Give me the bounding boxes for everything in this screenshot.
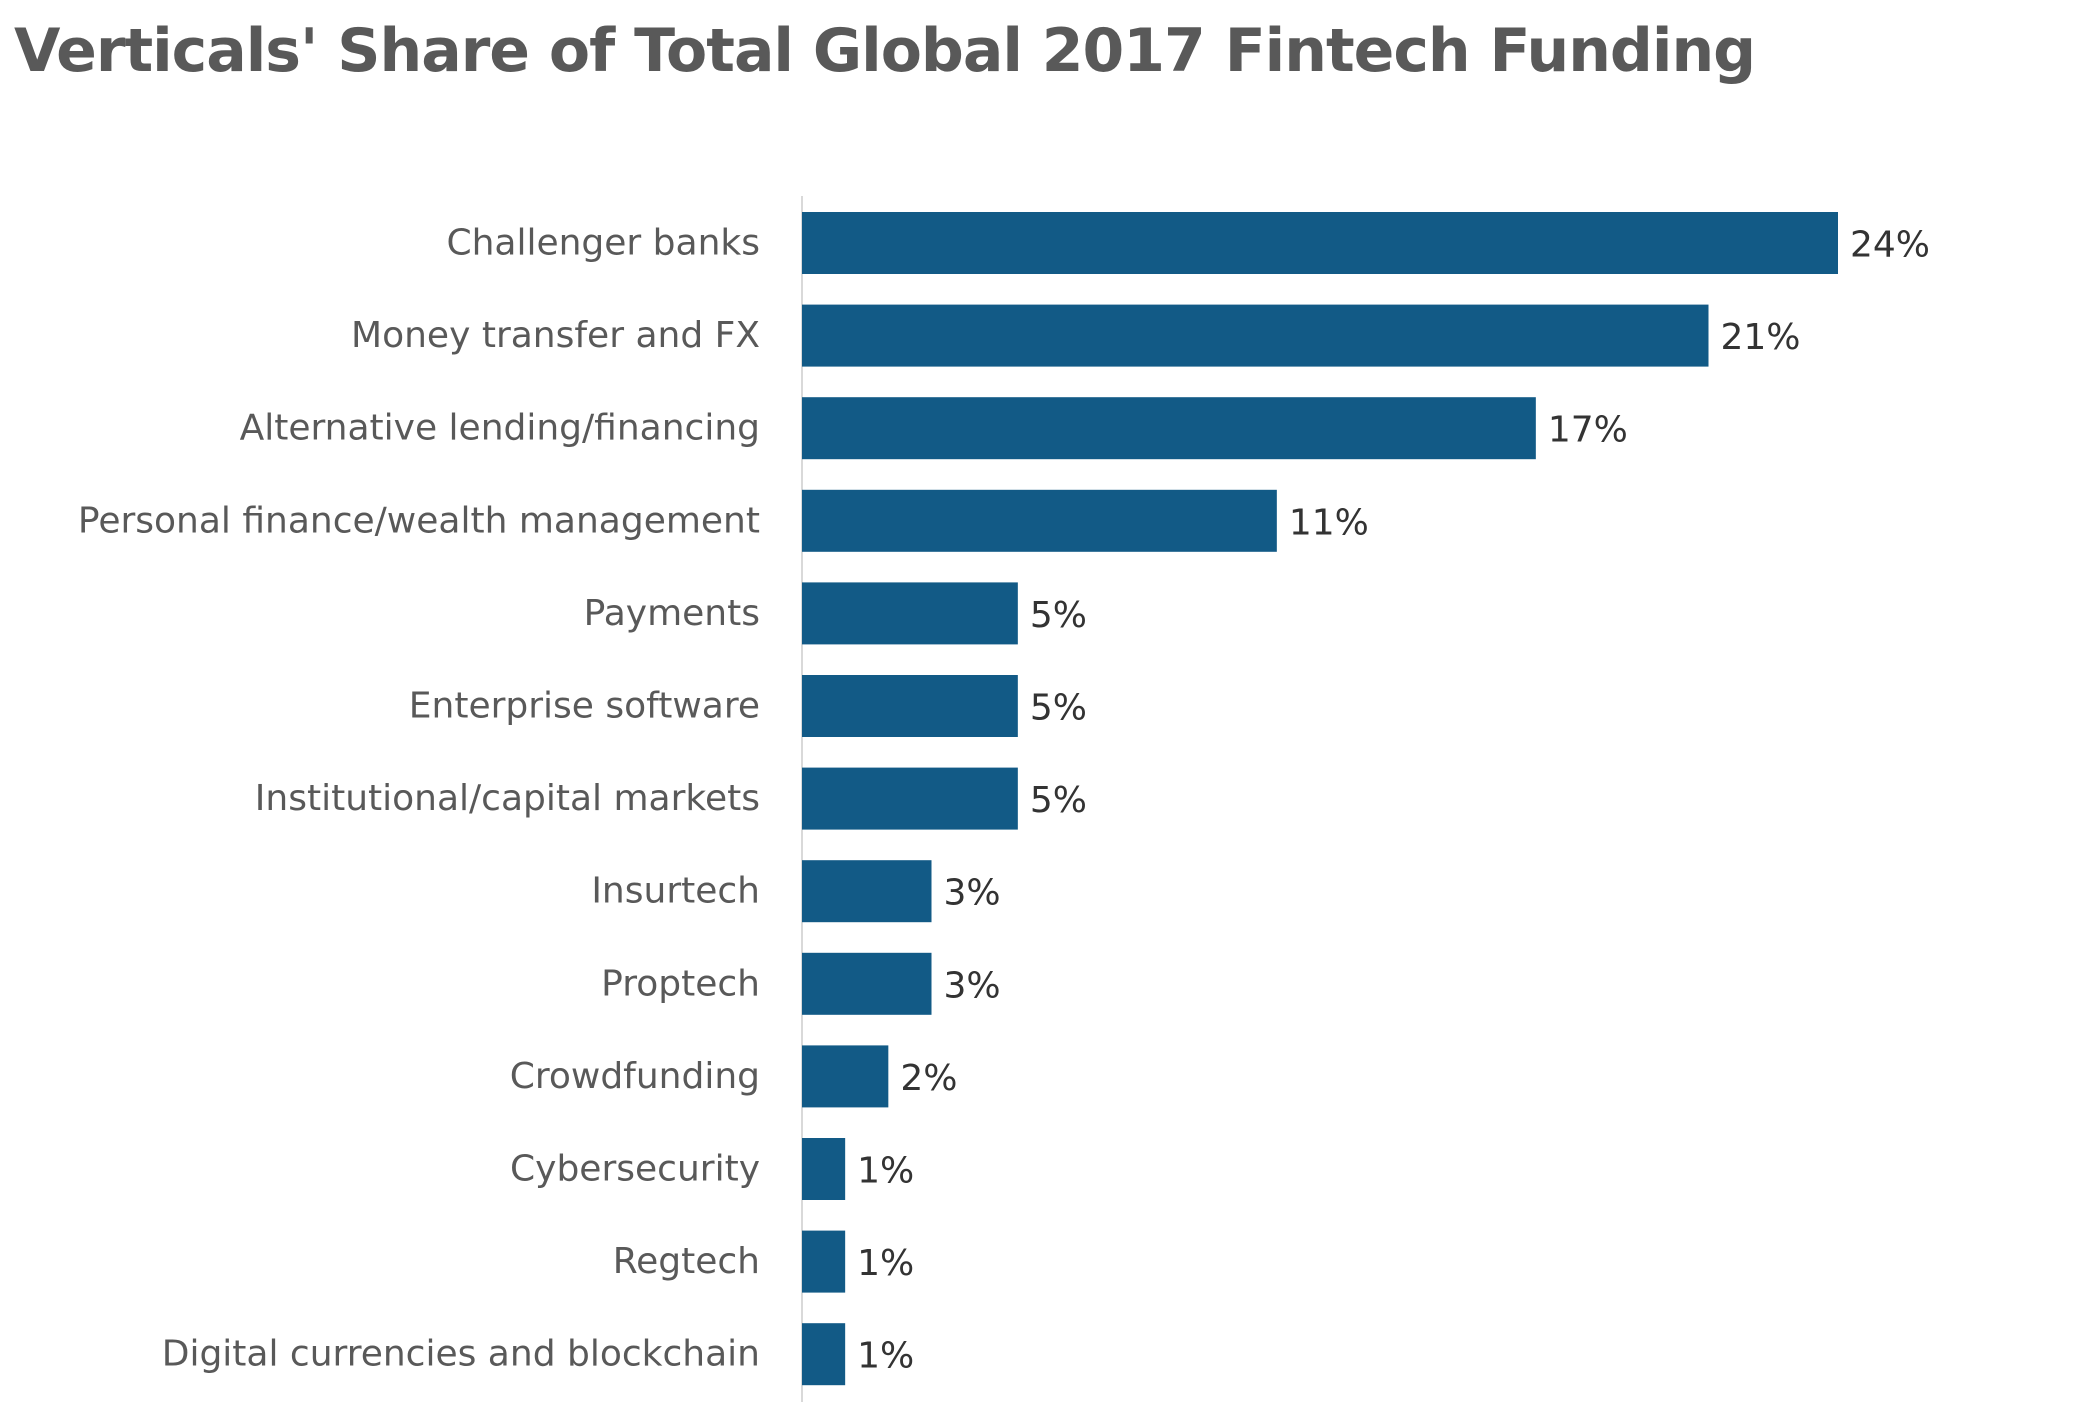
bar: [802, 1045, 889, 1108]
value-labels-group: 24% 21% 17% 11% 5% 5% 5% 3% 3% 2% 1% 1% 1%: [857, 225, 1930, 1377]
bar: [802, 397, 1536, 460]
value-label: 24%: [1850, 225, 1930, 266]
category-label: Enterprise software: [409, 686, 760, 727]
value-label: 1%: [857, 1151, 914, 1192]
value-label: 1%: [857, 1243, 914, 1284]
bar: [802, 489, 1277, 552]
value-label: 5%: [1030, 688, 1087, 729]
category-label: Money transfer and FX: [351, 315, 760, 356]
category-label: Digital currencies and blockchain: [162, 1334, 760, 1375]
bar: [802, 1323, 846, 1386]
category-label: Crowdfunding: [510, 1056, 760, 1097]
value-label: 2%: [900, 1058, 957, 1099]
value-label: 5%: [1030, 595, 1087, 636]
category-label: Challenger banks: [446, 223, 760, 264]
bar: [802, 582, 1018, 645]
value-label: 5%: [1030, 780, 1087, 821]
bar: [802, 304, 1709, 367]
category-labels-group: Challenger banks Money transfer and FX Alt…: [78, 223, 760, 1375]
chart-title: Verticals' Share of Total Global 2017 Fi…: [14, 16, 1756, 86]
value-label: 21%: [1721, 317, 1801, 358]
value-label: 1%: [857, 1336, 914, 1377]
bar: [802, 860, 932, 923]
category-label: Payments: [584, 593, 760, 634]
category-label: Alternative lending/financing: [240, 408, 760, 449]
value-label: 11%: [1289, 502, 1369, 543]
bar: [802, 1230, 846, 1293]
bar: [802, 1138, 846, 1200]
bar: [802, 767, 1018, 830]
bar: [802, 675, 1018, 737]
bar: [802, 952, 932, 1015]
category-label: Cybersecurity: [510, 1149, 760, 1190]
category-label: Institutional/capital markets: [255, 778, 760, 819]
category-label: Personal finance/wealth management: [78, 500, 760, 541]
category-label: Regtech: [613, 1241, 760, 1282]
value-label: 3%: [944, 965, 1001, 1006]
category-label: Proptech: [601, 963, 760, 1004]
bar: [802, 212, 1838, 274]
value-label: 3%: [944, 873, 1001, 914]
category-label: Insurtech: [591, 871, 760, 912]
value-label: 17%: [1548, 410, 1628, 451]
bars-group: [802, 212, 1838, 1386]
